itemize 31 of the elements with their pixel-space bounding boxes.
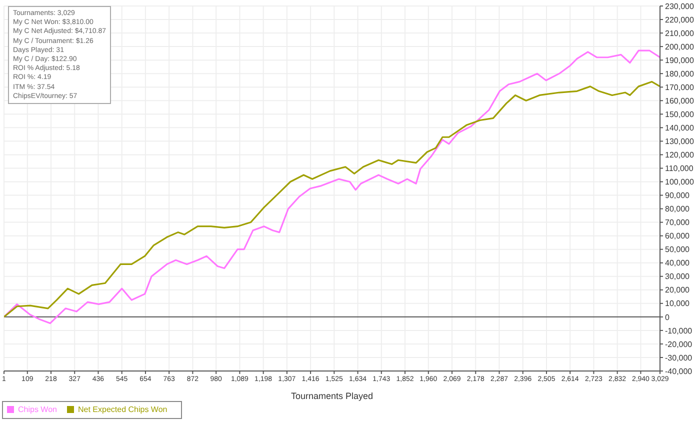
y-tick-label: 90,000 [665,191,690,200]
y-tick-label: -20,000 [665,340,693,349]
y-tick-label: 60,000 [665,232,690,241]
y-tick-label: 140,000 [665,124,694,133]
legend-label: Chips Won [18,405,57,414]
y-tick-label: 110,000 [665,164,694,174]
y-tick-label: -40,000 [665,366,693,376]
y-tick-label: -10,000 [665,326,693,336]
y-tick-label: 50,000 [665,245,690,254]
y-tick-label: 180,000 [665,69,694,78]
y-tick-label: 230,000 [665,2,694,11]
y-tick-label: 20,000 [665,286,690,295]
y-tick-label: 220,000 [665,15,694,24]
y-tick-label: 210,000 [665,28,694,38]
y-tick-label: 10,000 [665,299,690,308]
y-tick-label: 160,000 [665,96,694,106]
y-tick-label: 190,000 [665,56,694,65]
y-tick-label: 80,000 [665,204,690,214]
y-tick-label: 200,000 [665,42,694,52]
y-tick-label: 150,000 [665,110,694,119]
legend-label: Net Expected Chips Won [78,405,168,414]
y-tick-label: 40,000 [665,258,690,268]
y-tick-label: 120,000 [665,150,694,160]
y-tick-label: 0 [665,312,670,322]
y-tick-label: 130,000 [665,137,694,146]
x-axis-title: Tournaments Played [290,391,374,401]
y-tick-label: 170,000 [665,82,694,92]
y-tick-label: 30,000 [665,272,690,282]
y-tick-label: 100,000 [665,178,694,187]
y-tick-label: 70,000 [665,218,690,228]
y-tick-label: -30,000 [665,353,693,362]
